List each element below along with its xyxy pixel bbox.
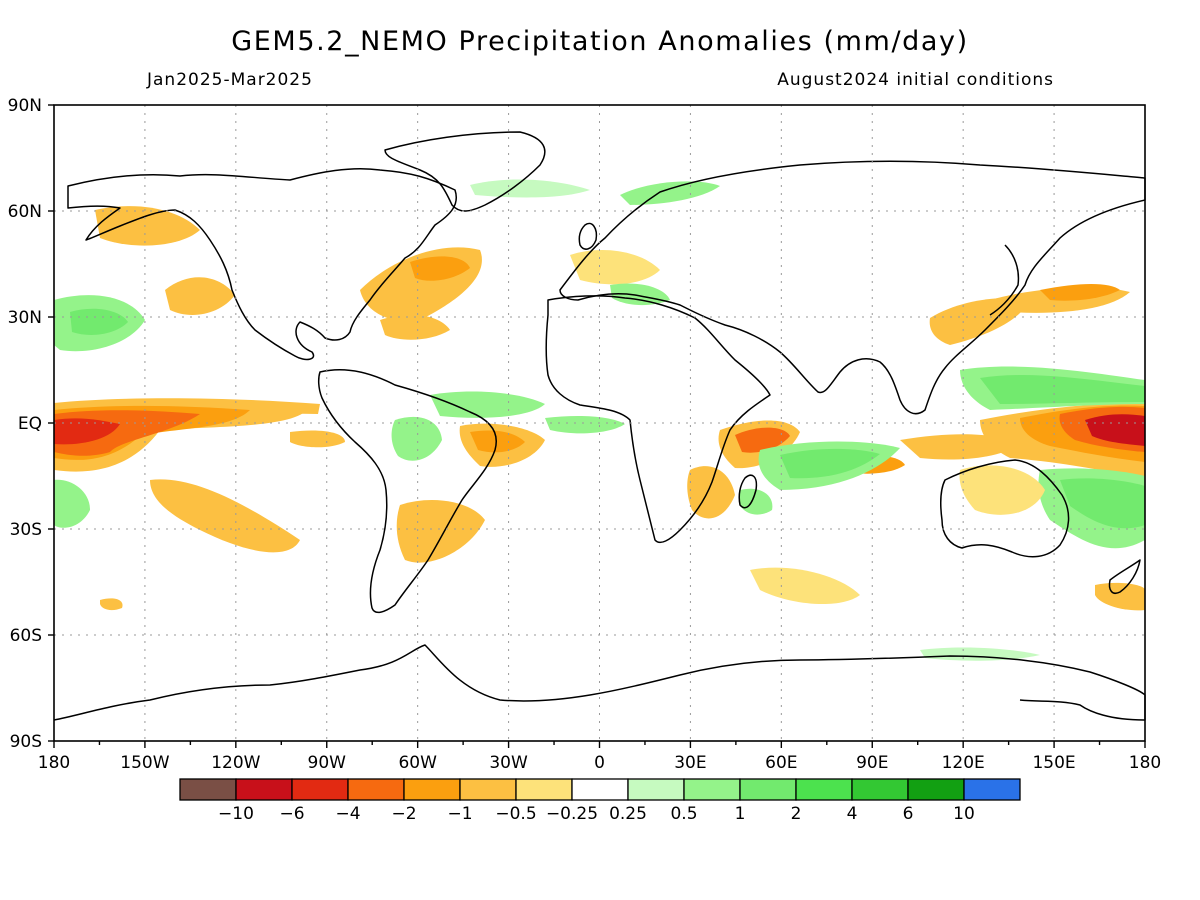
lat-label: 30N (8, 308, 42, 328)
legend-swatch (683, 778, 741, 801)
graticule (54, 105, 1145, 741)
latitude-labels: 90N 60N 30N EQ 30S 60S 90S (8, 96, 42, 752)
legend-swatch (235, 778, 293, 801)
legend-label: −2 (391, 804, 416, 824)
color-legend: −10 −6 −4 −2 −1 −0.5 −0.25 0.25 0.5 1 2 4 6 10 (179, 778, 1021, 824)
lon-label: 120E (942, 753, 985, 773)
legend-swatch (347, 778, 405, 801)
legend-swatch (851, 778, 909, 801)
legend-label: −0.25 (546, 804, 598, 824)
legend-label: 1 (735, 804, 746, 824)
legend-label: 0.25 (609, 804, 647, 824)
lon-label: 150W (120, 753, 169, 773)
forecast-period: Jan2025-Mar2025 (147, 70, 313, 90)
longitude-labels: 180 150W 120W 90W 60W 30W 0 30E 60E 90E 120E 150E 18… (38, 753, 1161, 773)
lon-label: 30E (674, 753, 706, 773)
lon-label: 120W (211, 753, 260, 773)
lon-label: 60W (398, 753, 437, 773)
legend-swatch (459, 778, 517, 801)
lon-label: 60E (765, 753, 797, 773)
lat-label: 60S (10, 626, 42, 646)
legend-label: −10 (218, 804, 254, 824)
legend-swatch (291, 778, 349, 801)
lat-label: 60N (8, 202, 42, 222)
lat-label: EQ (18, 414, 42, 434)
lat-label: 90S (10, 732, 42, 752)
legend-label: −0.5 (495, 804, 536, 824)
lat-label: 90N (8, 96, 42, 116)
lon-label: 0 (594, 753, 605, 773)
lon-label: 90E (856, 753, 888, 773)
legend-swatch (179, 778, 237, 801)
lon-label: 180 (1129, 753, 1161, 773)
lat-label: 30S (10, 520, 42, 540)
axis-ticks (48, 104, 1146, 748)
lon-label: 30W (489, 753, 528, 773)
lon-label: 90W (308, 753, 347, 773)
coastlines (53, 131, 1146, 721)
anomaly-shading (54, 179, 1145, 661)
legend-swatch (515, 778, 573, 801)
legend-label: −4 (335, 804, 360, 824)
initial-conditions: August2024 initial conditions (777, 70, 1054, 90)
legend-label: −1 (447, 804, 472, 824)
legend-label: 6 (903, 804, 914, 824)
legend-label: 4 (847, 804, 858, 824)
legend-label: 2 (791, 804, 802, 824)
legend-swatch (795, 778, 853, 801)
legend-label: −6 (279, 804, 304, 824)
legend-swatch (739, 778, 797, 801)
legend-label: 10 (953, 804, 975, 824)
lon-label: 150E (1032, 753, 1075, 773)
chart-title: GEM5.2_NEMO Precipitation Anomalies (mm/… (231, 26, 969, 57)
lon-label: 180 (38, 753, 70, 773)
legend-swatch (403, 778, 461, 801)
legend-swatch (571, 778, 629, 801)
legend-swatch (907, 778, 965, 801)
legend-swatch (627, 778, 685, 801)
legend-swatch (963, 778, 1021, 801)
legend-label: 0.5 (670, 804, 697, 824)
